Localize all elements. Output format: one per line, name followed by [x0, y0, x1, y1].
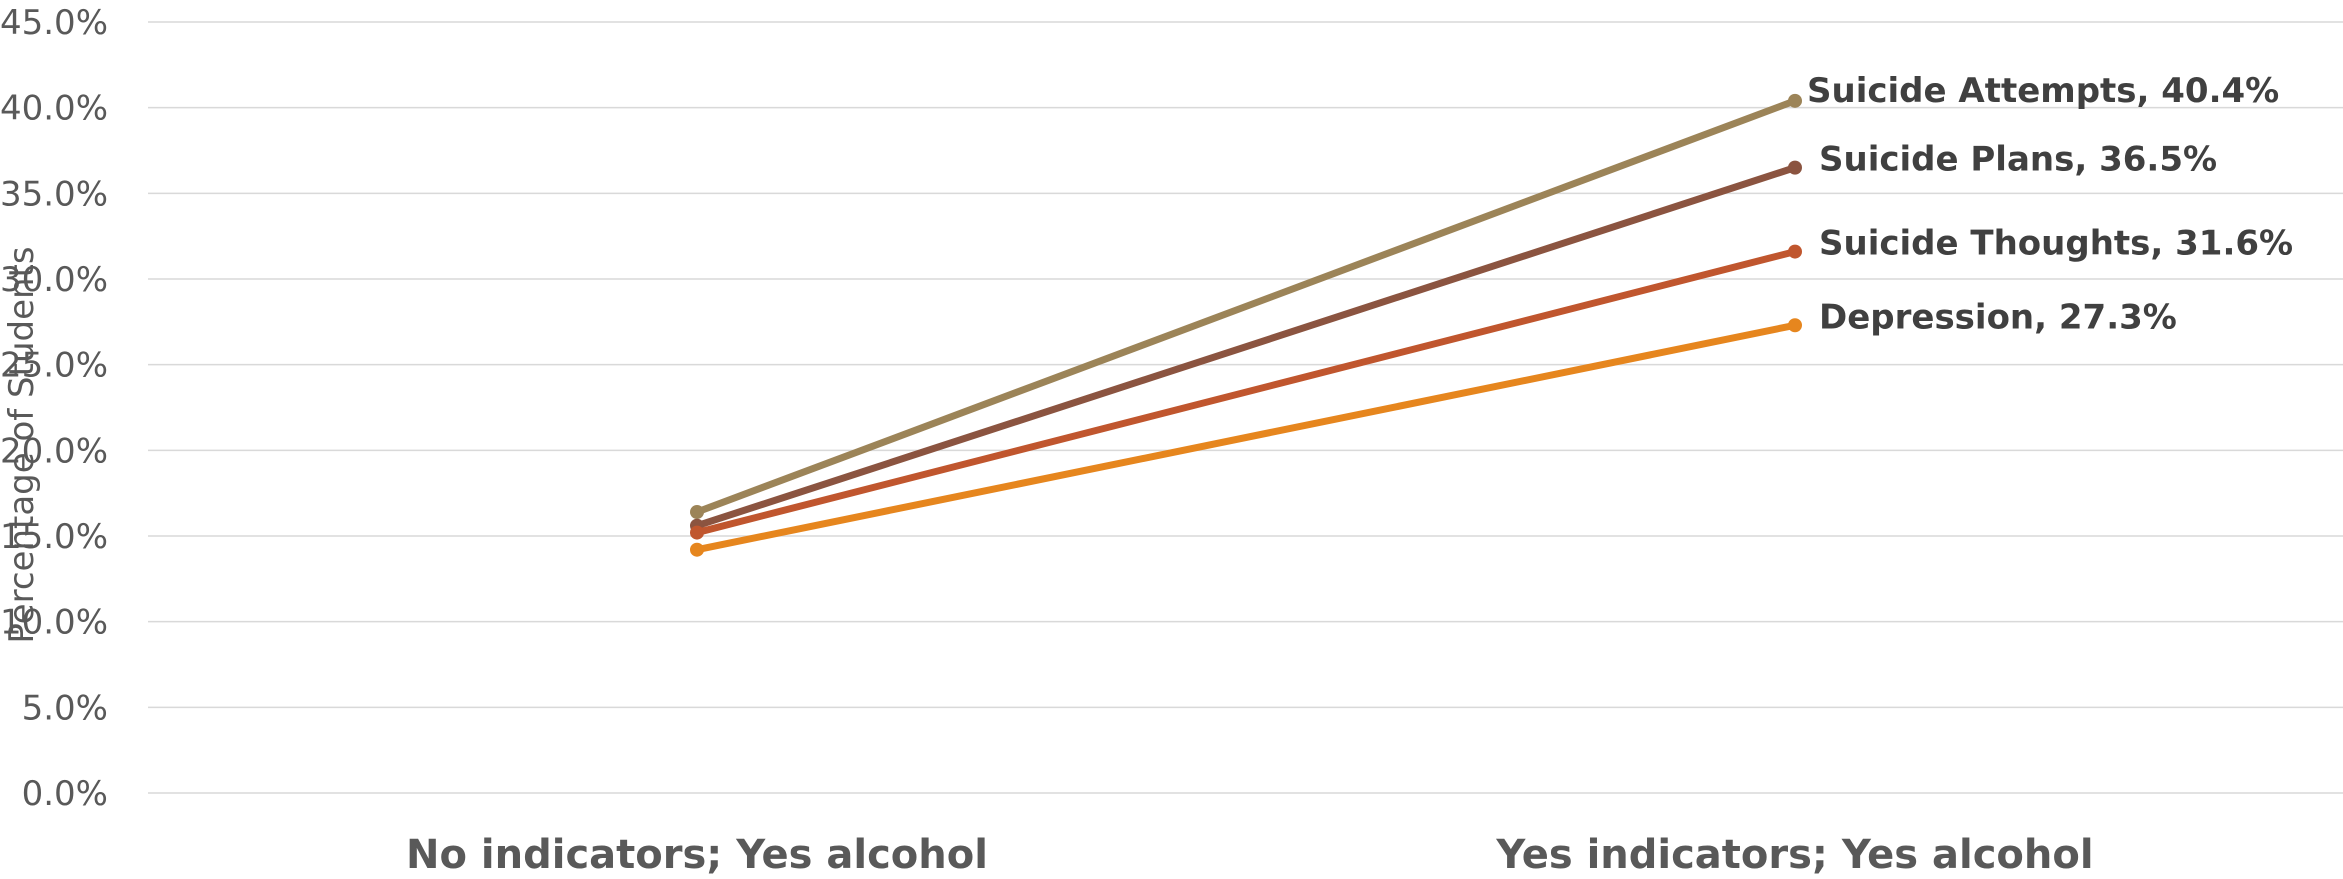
- y-tick-label: 25.0%: [0, 346, 108, 386]
- data-point: [1788, 93, 1802, 108]
- data-label: Suicide Thoughts, 31.6%: [1819, 224, 2293, 264]
- series-line: [693, 164, 1799, 530]
- data-labels: Suicide Attempts, 40.4% Suicide Plans, 36…: [1807, 71, 2293, 337]
- data-point: [1788, 318, 1802, 333]
- y-tick-label: 35.0%: [0, 174, 108, 214]
- data-label: Suicide Plans, 36.5%: [1819, 140, 2217, 180]
- x-category-label: Yes indicators; Yes alcohol: [1495, 832, 2093, 878]
- data-point: [690, 525, 704, 540]
- data-label: Depression, 27.3%: [1819, 297, 2177, 337]
- y-tick-label: 0.0%: [22, 774, 108, 814]
- series-line: [693, 248, 1799, 537]
- x-category-label: No indicators; Yes alcohol: [406, 832, 988, 878]
- y-axis-tick-labels: 0.0% 5.0% 10.0% 15.0% 20.0% 25.0% 30.0% 35.0% 40…: [0, 3, 108, 814]
- y-tick-label: 5.0%: [22, 688, 108, 728]
- series-line: [693, 97, 1799, 516]
- data-label: Suicide Attempts, 40.4%: [1807, 71, 2279, 111]
- y-tick-label: 45.0%: [0, 3, 108, 43]
- y-tick-label: 10.0%: [0, 603, 108, 643]
- x-axis-category-labels: No indicators; Yes alcohol Yes indicators…: [406, 832, 2094, 878]
- y-tick-label: 15.0%: [0, 517, 108, 557]
- series-line: [693, 321, 1799, 554]
- data-point: [1788, 244, 1802, 259]
- y-tick-label: 20.0%: [0, 431, 108, 471]
- y-axis-label: Percentage of Students: [2, 246, 42, 643]
- y-tick-label: 40.0%: [0, 89, 108, 129]
- series-lines: [690, 93, 1802, 557]
- data-point: [1788, 160, 1802, 175]
- data-point: [690, 542, 704, 557]
- y-tick-label: 30.0%: [0, 260, 108, 300]
- data-point: [690, 505, 704, 520]
- gridlines: [148, 21, 2343, 794]
